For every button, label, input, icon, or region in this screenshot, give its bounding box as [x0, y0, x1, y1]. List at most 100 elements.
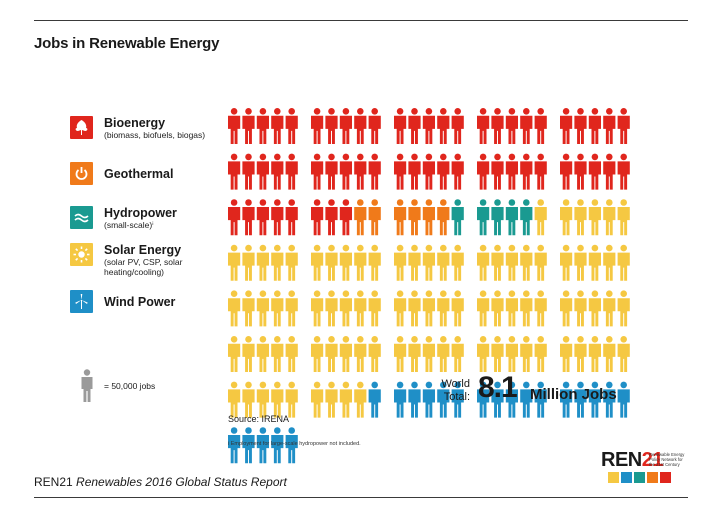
- person-icon-solar: [617, 244, 630, 281]
- person-icon-bioenergy: [588, 153, 601, 190]
- person-icon-solar: [505, 244, 518, 281]
- person-icon-bioenergy: [520, 108, 533, 144]
- person-icon-solar: [422, 244, 435, 281]
- person-icon-hydropower: [451, 199, 464, 236]
- person-icon-solar: [588, 336, 601, 372]
- person-icon-bioenergy: [271, 108, 284, 144]
- person-icon-solar: [394, 336, 407, 372]
- person-icon-bioenergy: [477, 153, 490, 190]
- person-icon-solar: [505, 290, 518, 327]
- person-icon-solar: [408, 244, 421, 281]
- person-icon-wind: [437, 381, 450, 418]
- person-icon-solar: [603, 290, 616, 327]
- person-icon-solar: [422, 336, 435, 372]
- person-icon-solar: [520, 336, 533, 372]
- person-icon-wind: [228, 427, 241, 464]
- person-icon-solar: [354, 336, 367, 372]
- person-icon-solar: [534, 290, 547, 327]
- person-icon-wind: [368, 381, 381, 418]
- person-icon-geothermal: [394, 199, 407, 236]
- person-icon-wind: [588, 381, 601, 418]
- person-icon-solar: [285, 244, 298, 281]
- person-icon-geothermal: [408, 199, 421, 236]
- person-icon-bioenergy: [354, 153, 367, 190]
- person-icon-bioenergy: [354, 108, 367, 144]
- person-icon-bioenergy: [242, 199, 255, 236]
- person-icon-wind: [271, 427, 284, 464]
- person-icon-solar: [534, 199, 547, 236]
- logo-geo-square: [647, 472, 658, 483]
- person-icon-wind: [477, 381, 490, 418]
- logo-bio-square: [660, 472, 671, 483]
- person-icon-solar: [588, 244, 601, 281]
- person-icon-solar: [325, 244, 338, 281]
- person-icon-solar: [256, 336, 269, 372]
- person-icon-bioenergy: [228, 108, 241, 144]
- person-icon-bioenergy: [242, 108, 255, 144]
- legend-sub-bioenergy: (biomass, biofuels, biogas): [104, 130, 206, 140]
- person-icon-solar: [271, 381, 284, 418]
- person-icon-solar: [311, 244, 324, 281]
- person-icon-bioenergy: [256, 108, 269, 144]
- person-icon-wind: [242, 427, 255, 464]
- person-icon-solar: [574, 244, 587, 281]
- person-icon-solar: [491, 244, 504, 281]
- total-value: 8.1: [478, 371, 518, 404]
- person-icon-wind: [560, 381, 573, 418]
- person-icon-bioenergy: [339, 153, 352, 190]
- person-icon-bioenergy: [339, 199, 352, 236]
- person-icon-bioenergy: [325, 199, 338, 236]
- person-icon-solar: [588, 290, 601, 327]
- person-icon-solar: [394, 290, 407, 327]
- legend-label-solar: Solar Energy: [104, 243, 182, 257]
- unit-label: = 50,000 jobs: [104, 381, 156, 391]
- person-icon-wind: [285, 427, 298, 464]
- person-icon-bioenergy: [588, 108, 601, 144]
- footer-report: Renewables 2016 Global Status Report: [76, 475, 287, 489]
- person-icon-solar: [368, 290, 381, 327]
- person-icon-solar: [339, 381, 352, 418]
- ren21-logo: REN21 Renewable Energy Policy Network fo…: [601, 449, 687, 489]
- person-icon-solar: [339, 290, 352, 327]
- person-icon-bioenergy: [574, 153, 587, 190]
- person-icon-hydropower: [520, 199, 533, 236]
- person-icon-bioenergy: [325, 108, 338, 144]
- person-icon-bioenergy: [311, 199, 324, 236]
- person-icon-wind: [422, 381, 435, 418]
- person-icon-solar: [285, 336, 298, 372]
- person-icon-solar: [256, 244, 269, 281]
- person-icon-solar: [368, 244, 381, 281]
- person-icon-solar: [477, 290, 490, 327]
- person-icon-bioenergy: [422, 108, 435, 144]
- person-icon-wind: [451, 381, 464, 418]
- person-icon-wind: [617, 381, 630, 418]
- person-icon-wind: [534, 381, 547, 418]
- person-icon-solar: [242, 336, 255, 372]
- person-icon-bioenergy: [560, 153, 573, 190]
- person-icon-solar: [228, 336, 241, 372]
- person-icon-solar: [285, 290, 298, 327]
- person-icon-wind: [491, 381, 504, 418]
- person-icon-solar: [285, 381, 298, 418]
- person-icon-hydropower: [505, 199, 518, 236]
- person-icon-solar: [560, 244, 573, 281]
- footer-rule: [34, 497, 688, 498]
- legend-sub-solar: (solar PV, CSP, solar heating/cooling): [104, 257, 183, 277]
- person-icon-solar: [325, 290, 338, 327]
- person-icon-solar: [271, 290, 284, 327]
- person-icon-bioenergy: [368, 108, 381, 144]
- person-icon-bioenergy: [311, 108, 324, 144]
- unit-person-icon: [81, 369, 93, 402]
- footer-text: REN21 Renewables 2016 Global Status Repo…: [34, 475, 287, 489]
- person-icon-bioenergy: [394, 108, 407, 144]
- person-icon-wind: [520, 381, 533, 418]
- waves-icon: [70, 206, 93, 229]
- person-icon-geothermal: [368, 199, 381, 236]
- person-icon-bioenergy: [451, 153, 464, 190]
- person-icon-bioenergy: [339, 108, 352, 144]
- person-icon-bioenergy: [437, 153, 450, 190]
- total-unit: Million Jobs: [530, 386, 617, 403]
- person-icon-solar: [477, 244, 490, 281]
- person-icon-bioenergy: [408, 153, 421, 190]
- person-icon-bioenergy: [271, 153, 284, 190]
